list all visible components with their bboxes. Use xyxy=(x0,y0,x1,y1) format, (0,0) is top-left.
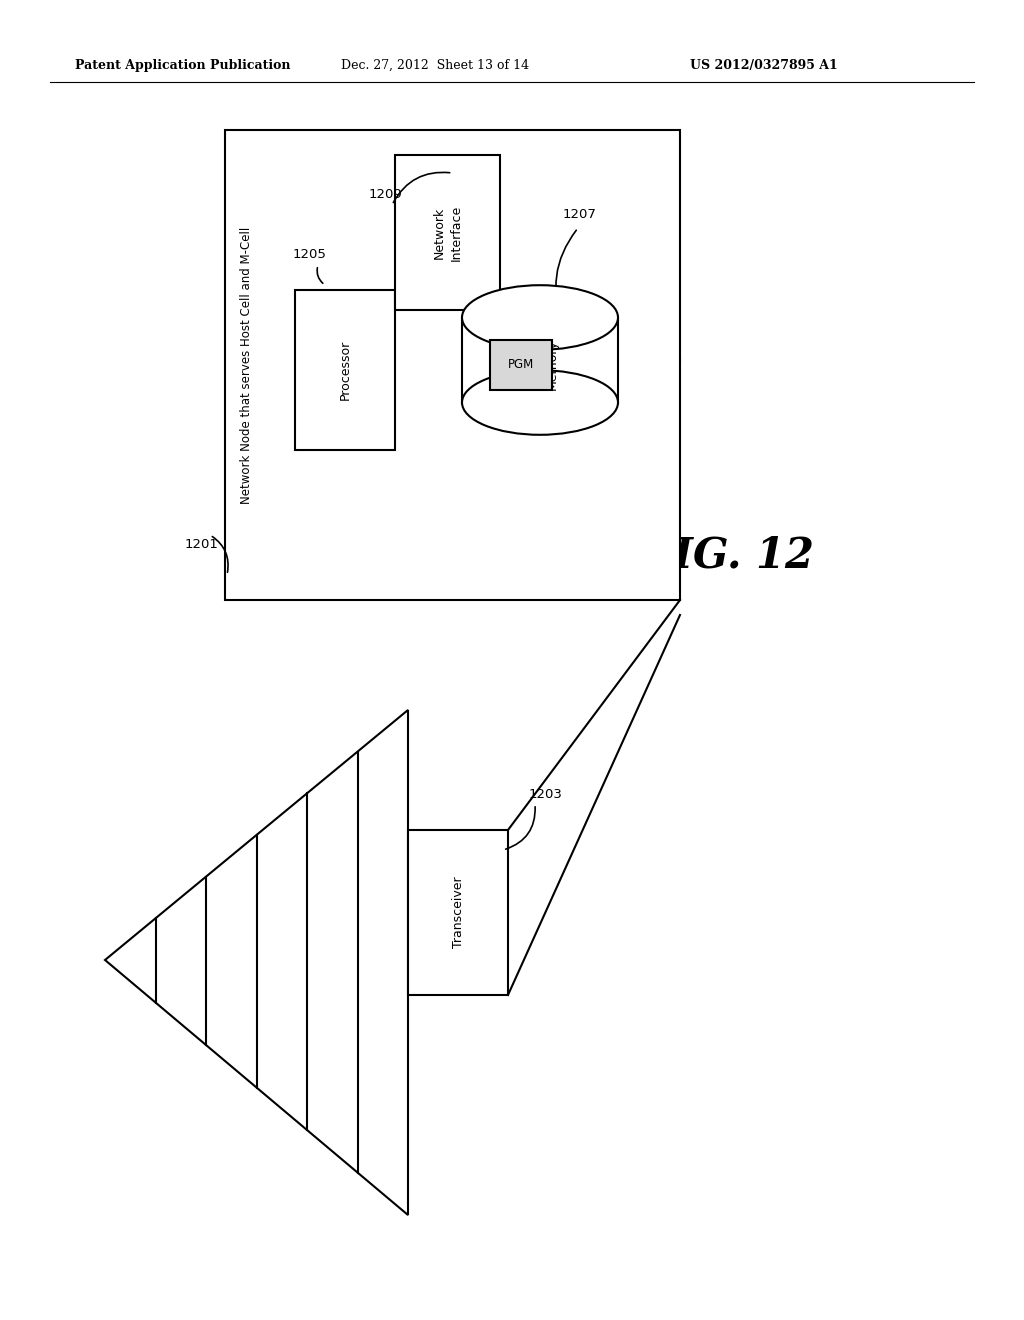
Text: PGM: PGM xyxy=(508,359,535,371)
Text: Network Node that serves Host Cell and M-Cell: Network Node that serves Host Cell and M… xyxy=(241,226,254,504)
Text: 1203: 1203 xyxy=(528,788,562,801)
Ellipse shape xyxy=(462,370,618,434)
Text: 1209: 1209 xyxy=(368,189,401,202)
Bar xyxy=(395,154,500,310)
Text: Network
Interface: Network Interface xyxy=(432,205,463,260)
Text: 1207: 1207 xyxy=(563,209,597,222)
Text: Transceiver: Transceiver xyxy=(452,876,465,948)
Bar xyxy=(295,290,395,450)
Text: Patent Application Publication: Patent Application Publication xyxy=(75,58,291,71)
Text: Processor: Processor xyxy=(339,339,351,400)
Bar xyxy=(462,318,618,403)
Bar xyxy=(490,341,552,389)
Ellipse shape xyxy=(462,285,618,350)
Text: 1205: 1205 xyxy=(293,248,327,261)
Bar xyxy=(408,830,508,995)
Text: US 2012/0327895 A1: US 2012/0327895 A1 xyxy=(690,58,838,71)
Bar xyxy=(225,129,680,601)
Text: FIG. 12: FIG. 12 xyxy=(645,535,815,576)
Text: Memory: Memory xyxy=(546,339,558,391)
Text: Dec. 27, 2012  Sheet 13 of 14: Dec. 27, 2012 Sheet 13 of 14 xyxy=(341,58,529,71)
Text: 1211: 1211 xyxy=(467,304,501,317)
Text: 1201: 1201 xyxy=(185,539,219,552)
